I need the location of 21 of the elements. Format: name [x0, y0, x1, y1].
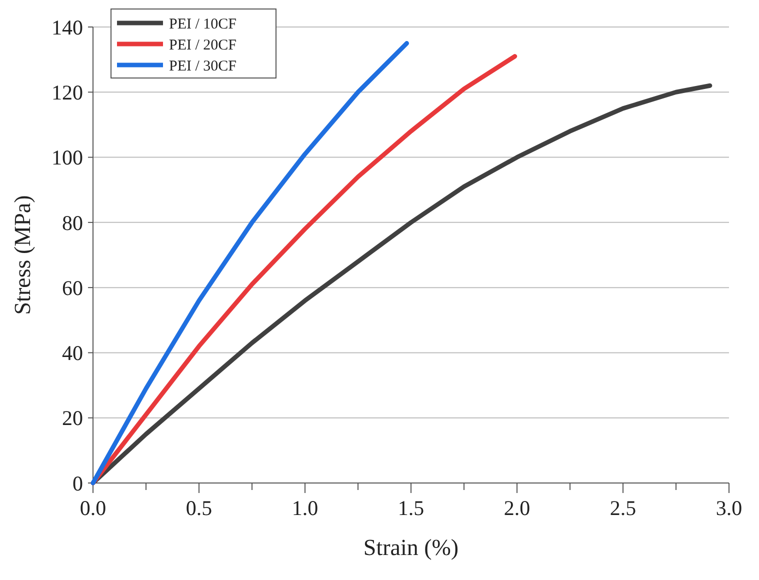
x-tick-label: 1.0	[292, 496, 318, 520]
y-tick-label: 20	[62, 406, 83, 430]
x-tick-label: 2.5	[610, 496, 636, 520]
y-axis-title: Stress (MPa)	[10, 195, 35, 315]
y-tick-label: 80	[62, 210, 83, 235]
x-tick-label: 0.0	[80, 496, 106, 520]
legend-label: PEI / 20CF	[169, 37, 237, 54]
legend-label: PEI / 10CF	[169, 16, 237, 32]
x-tick-label: 0.5	[186, 496, 212, 520]
y-tick-label: 140	[52, 15, 83, 40]
x-tick-label: 1.5	[398, 496, 424, 520]
y-tick-label: 40	[62, 341, 83, 366]
y-tick-label: 60	[62, 276, 83, 300]
line-series	[90, 41, 410, 486]
legend-label: PEI / 30CF	[169, 58, 237, 74]
x-tick-label: 2.0	[504, 496, 530, 520]
x-tick-label: 3.0	[716, 496, 742, 520]
y-tick-label: 100	[52, 146, 83, 170]
y-tick-label: 0	[72, 471, 83, 496]
x-axis-title: Strain (%)	[363, 535, 459, 560]
y-tick-label: 120	[52, 80, 83, 104]
